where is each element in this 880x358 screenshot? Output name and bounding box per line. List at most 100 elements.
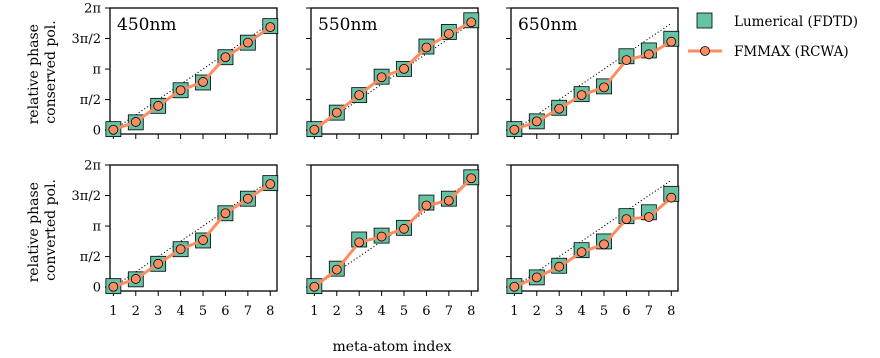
panel-3-rcwa-point-3 — [175, 244, 186, 255]
panel-5-frame — [510, 164, 679, 292]
panel-2-frame — [510, 7, 679, 135]
panel-3-rcwa-point-1 — [130, 274, 141, 284]
panel-4-xtick-label-1: 2 — [333, 304, 341, 319]
panel-0-ytick-label-4: 2π — [84, 1, 101, 16]
panel-2-title: 650nm — [518, 15, 578, 35]
row-0-ylabel: relative phase conserved pol. — [26, 20, 59, 125]
panel-3-xtick-label-4: 5 — [199, 304, 207, 319]
row-0-ylabel-line-2: conserved pol. — [43, 20, 59, 123]
row-1-ylabel-line-1: relative phase — [26, 182, 42, 282]
panel-4-rcwa-point-5 — [421, 200, 432, 211]
panel-3-xtick-label-7: 8 — [266, 304, 274, 319]
panel-3-rcwa-point-5 — [220, 208, 231, 219]
panel-0-rcwa-point-0 — [108, 124, 119, 135]
legend-fdtd-marker — [696, 12, 713, 29]
panel-4-rcwa-point-7 — [466, 173, 477, 184]
panel-3-reference-line — [113, 179, 271, 288]
panel-5-xtick-label-1: 2 — [533, 304, 541, 319]
panel-2-reference-line — [514, 22, 672, 131]
panel-3-rcwa-point-6 — [242, 193, 253, 204]
panel-3-xtick-label-6: 7 — [244, 304, 252, 319]
panel-4-xtick-label-5: 6 — [422, 304, 430, 319]
figure-xlabel: meta-atom index — [332, 339, 451, 355]
panel-1-rcwa-point-3 — [376, 72, 387, 83]
panel-0-frame — [109, 7, 278, 135]
panel-4-xtick-label-4: 5 — [400, 304, 408, 319]
panel-2-rcwa-point-5 — [621, 55, 632, 66]
legend: Lumerical (FDTD) FMMAX (RCWA) — [688, 12, 858, 60]
panel-4-rcwa-point-2 — [354, 237, 365, 248]
panel-1-rcwa-point-0 — [309, 124, 320, 135]
panel-3-xtick-label-3: 4 — [176, 304, 184, 319]
panel-2-rcwa-point-1 — [531, 116, 542, 127]
panel-0-rcwa-point-2 — [153, 100, 164, 111]
panel-2-rcwa-point-7 — [666, 36, 677, 47]
panel-4-xtick-label-0: 1 — [310, 304, 318, 319]
panel-5-rcwa-point-3 — [576, 247, 587, 258]
panel-3: 0 π/2 π 3π/2 2π 1 2 3 4 5 6 7 8 — [72, 158, 279, 319]
panel-4-rcwa-point-6 — [443, 195, 454, 206]
panel-3-xtick-label-5: 6 — [221, 304, 229, 319]
panel-3-ytick-label-3: 3π/2 — [72, 189, 101, 204]
legend-rcwa-marker — [700, 46, 710, 56]
panel-2-rcwa-point-6 — [643, 49, 654, 60]
panel-3-ytick-label-1: π/2 — [80, 250, 101, 265]
panel-4-rcwa-point-4 — [399, 223, 409, 234]
panel-0-reference-line — [113, 22, 271, 131]
panel-4-frame — [310, 164, 479, 292]
panel-5-xtick-label-2: 3 — [555, 304, 563, 319]
panel-2: 650nm — [506, 7, 680, 139]
panel-0-ytick-label-2: π — [92, 63, 101, 78]
panel-3-xtick-label-0: 1 — [109, 304, 117, 319]
panel-3-rcwa-point-7 — [265, 179, 276, 190]
panel-4-rcwa-point-0 — [309, 281, 320, 292]
panel-0-rcwa-point-4 — [198, 77, 208, 87]
panel-4-xtick-label-3: 4 — [377, 304, 385, 319]
panel-3-xtick-label-1: 2 — [132, 304, 140, 319]
panel-5-xtick-label-7: 8 — [667, 304, 675, 319]
panel-0-ytick-label-1: π/2 — [80, 93, 101, 108]
panel-4-xtick-label-2: 3 — [355, 304, 363, 319]
panel-4-rcwa-point-1 — [331, 264, 342, 275]
row-1-ylabel: relative phase converted pol. — [26, 178, 59, 283]
panel-4-xtick-label-6: 7 — [445, 304, 453, 319]
panel-5-rcwa-point-0 — [509, 281, 520, 292]
panel-5-xtick-label-6: 7 — [645, 304, 653, 319]
panel-5-xtick-label-0: 1 — [510, 304, 518, 319]
panel-5-rcwa-point-2 — [554, 261, 565, 272]
panel-1-rcwa-point-1 — [331, 107, 342, 118]
panel-3-xtick-label-2: 3 — [154, 304, 162, 319]
panel-3-frame — [109, 164, 278, 292]
panel-1: 550nm — [306, 7, 480, 139]
row-1-ylabel-line-2: converted pol. — [43, 179, 59, 281]
legend-rcwa-label: FMMAX (RCWA) — [734, 44, 849, 60]
panel-3-rcwa-point-4 — [198, 235, 208, 245]
panel-1-rcwa-point-5 — [421, 42, 432, 53]
panel-0-ytick-label-0: 0 — [93, 124, 101, 139]
panel-1-rcwa-point-7 — [466, 17, 477, 28]
panel-0-rcwa-point-5 — [220, 52, 231, 63]
row-0-ylabel-line-1: relative phase — [26, 24, 42, 124]
panel-0: 0 π/2 π 3π/2 2π 450nm — [72, 1, 279, 139]
panel-2-rcwa-point-3 — [576, 90, 587, 101]
panel-2-rcwa-point-4 — [599, 82, 609, 93]
panel-5-reference-line — [514, 179, 672, 288]
panel-2-rcwa-point-0 — [509, 124, 520, 135]
panel-0-rcwa-point-1 — [130, 117, 141, 127]
panel-3-rcwa-point-0 — [108, 281, 119, 292]
panel-1-title: 550nm — [318, 15, 378, 35]
panel-0-rcwa-point-6 — [242, 37, 253, 48]
panel-5-rcwa-point-4 — [599, 239, 609, 250]
panel-3-rcwa-point-2 — [153, 258, 164, 269]
panel-1-rcwa-point-6 — [443, 29, 454, 39]
panel-5-rcwa-point-1 — [531, 272, 542, 283]
panel-5-xtick-label-3: 4 — [577, 304, 585, 319]
legend-fdtd-label: Lumerical (FDTD) — [734, 14, 858, 30]
panel-1-frame — [310, 7, 479, 135]
panel-4-xtick-label-7: 8 — [467, 304, 475, 319]
panel-5-rcwa-point-5 — [621, 214, 632, 224]
